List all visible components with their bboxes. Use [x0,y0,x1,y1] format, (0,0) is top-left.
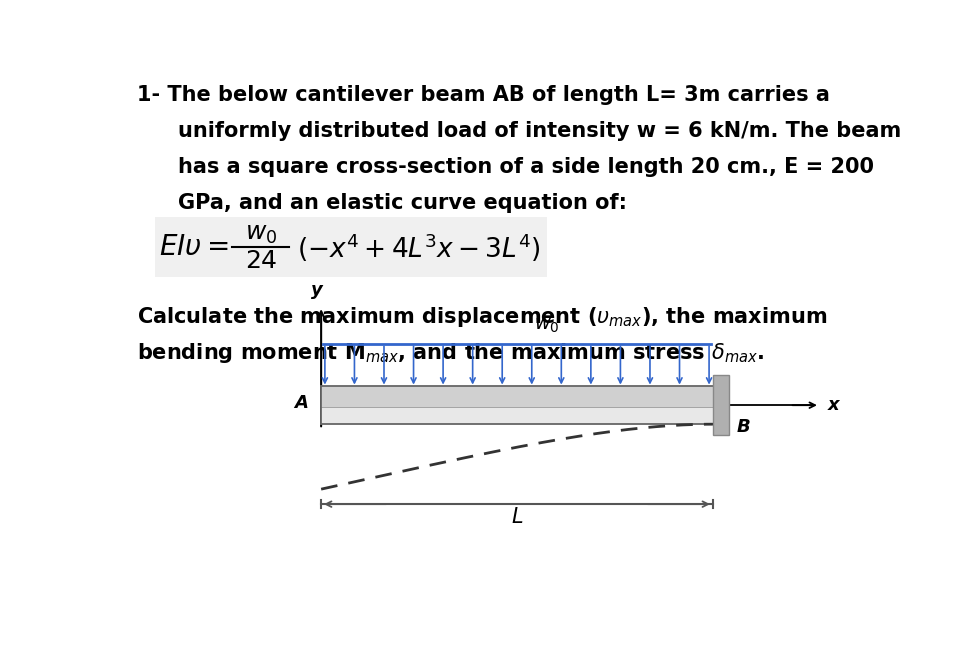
Text: B: B [737,418,750,435]
Text: $L$: $L$ [511,507,523,526]
Text: uniformly distributed load of intensity w = 6 kN/m. The beam: uniformly distributed load of intensity … [178,121,901,141]
Text: $24$: $24$ [245,249,277,273]
Text: y: y [311,281,324,299]
Text: has a square cross-section of a side length 20 cm., E = 200: has a square cross-section of a side len… [178,157,874,177]
Text: $EI\upsilon =$: $EI\upsilon =$ [159,233,228,262]
Text: x: x [827,396,839,414]
Text: $w_0$: $w_0$ [245,222,277,246]
Bar [712,375,729,435]
Text: bending moment M$_{max}$, and the maximum stress $\delta_{max}$.: bending moment M$_{max}$, and the maximu… [136,341,764,365]
Text: Calculate the maximum displacement ($\upsilon_{max}$), the maximum: Calculate the maximum displacement ($\up… [136,305,827,329]
Text: A: A [294,394,307,411]
Bar [321,386,712,407]
Text: GPa, and an elastic curve equation of:: GPa, and an elastic curve equation of: [178,193,627,214]
Text: $w_0$: $w_0$ [535,316,560,335]
Bar [321,386,712,424]
FancyBboxPatch shape [156,217,547,277]
Text: 1- The below cantilever beam AB of length L= 3m carries a: 1- The below cantilever beam AB of lengt… [136,86,829,105]
Text: $\left(-x^4+4L^3x-3L^4\right)$: $\left(-x^4+4L^3x-3L^4\right)$ [297,231,540,263]
